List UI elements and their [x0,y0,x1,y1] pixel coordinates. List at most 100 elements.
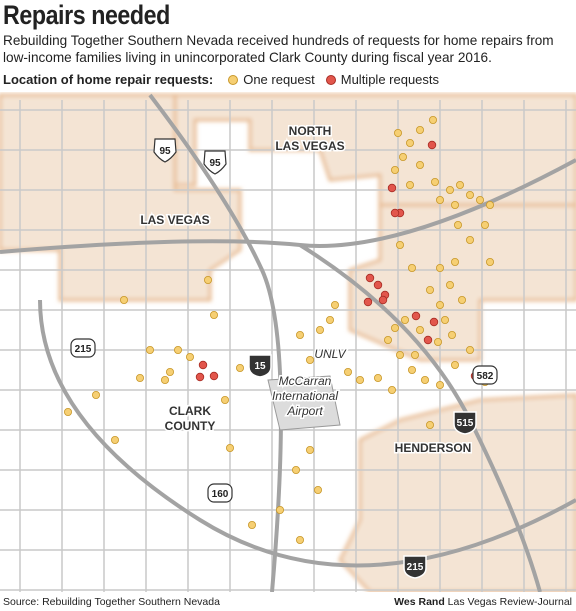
interstate-shield [248,354,272,378]
multiple-request-dot [195,372,205,382]
single-request-dot [465,190,474,199]
single-request-dot [435,300,444,309]
single-request-dot [450,257,459,266]
legend-swatch [228,74,239,85]
single-request-dot [92,390,101,399]
source: Source: Rebuilding Together Southern Nev… [3,596,220,608]
single-request-dot [390,165,399,174]
place-label: UNLV [314,347,346,361]
single-request-dot [145,345,154,354]
single-request-dot [400,315,409,324]
single-request-dot [405,180,414,189]
single-request-dot [405,138,414,147]
single-request-dot [433,337,442,346]
place-label: LAS VEGAS [275,139,344,153]
single-request-dot [120,295,129,304]
single-request-dot [395,240,404,249]
single-request-dot [390,323,399,332]
single-request-dot [111,435,120,444]
multiple-request-dot [411,311,421,321]
single-request-dot [235,363,244,372]
single-request-dot [430,177,439,186]
single-request-dot [393,128,402,137]
interstate-shield [403,555,427,579]
place-label: Airport [286,404,323,418]
multiple-request-dot [390,208,400,218]
title: Repairs needed [3,0,170,30]
single-request-dot [425,420,434,429]
single-request-dot [407,365,416,374]
single-request-dot [305,445,314,454]
single-request-dot [383,335,392,344]
single-request-dot [475,195,484,204]
multiple-request-dot [365,273,375,283]
multiple-request-dot [427,140,437,150]
credit: Wes Rand Las Vegas Review-Journal [394,596,572,608]
multiple-request-dot [378,295,388,305]
multiple-request-dot [363,297,373,307]
single-request-dot [440,315,449,324]
single-request-dot [343,367,352,376]
single-request-dot [305,355,314,364]
city-area [338,393,576,592]
us-route-shield [153,138,177,163]
single-request-dot [185,352,194,361]
single-request-dot [447,330,456,339]
place-label: HENDERSON [395,441,472,455]
route-shield [207,483,233,503]
single-request-dot [425,285,434,294]
single-request-dot [415,325,424,334]
highway-label: 515 [457,418,474,429]
single-request-dot [450,360,459,369]
single-request-dot [435,195,444,204]
highway-label: 15 [254,361,266,372]
multiple-request-dot [423,335,433,345]
single-request-dot [450,200,459,209]
single-request-dot [410,350,419,359]
single-request-dot [415,160,424,169]
city-area [348,203,576,362]
freeway [148,93,283,592]
single-request-dot [220,395,229,404]
single-request-dot [435,263,444,272]
legend-label: Location of home repair requests: [3,72,214,87]
place-label: COUNTY [165,419,216,433]
route-shield [70,338,96,358]
legend-item: One request [243,72,315,87]
footer: Source: Rebuilding Together Southern Nev… [3,596,572,608]
interstate-shield [453,411,477,435]
highway-label: 95 [159,146,171,157]
single-request-dot [247,521,256,530]
airport [267,375,341,431]
legend-item: Multiple requests [340,72,440,87]
single-request-dot [373,373,382,382]
single-request-dot [445,185,454,194]
single-request-dot [325,315,334,324]
single-request-dot [64,407,73,416]
single-request-dot [313,485,322,494]
credit-name: Wes Rand [394,596,445,608]
place-label: International [272,389,338,403]
single-request-dot [160,375,169,384]
highway-label: 215 [75,344,92,355]
single-request-dot [330,300,339,309]
single-request-dot [420,375,429,384]
credit-org: Las Vegas Review-Journal [447,596,572,608]
highway-label: 582 [477,371,494,382]
single-request-dot [173,345,182,354]
single-request-dot [485,257,494,266]
highway-label: 160 [212,489,229,500]
multiple-request-dot [387,183,397,193]
single-request-dot [209,310,218,319]
single-request-dot [295,330,304,339]
single-request-dot [225,443,234,452]
multiple-request-dot [373,280,383,290]
freeway [38,299,576,568]
description: Rebuilding Together Southern Nevada rece… [3,33,554,65]
multiple-request-dot [429,317,439,327]
place-label: LAS VEGAS [140,213,209,227]
